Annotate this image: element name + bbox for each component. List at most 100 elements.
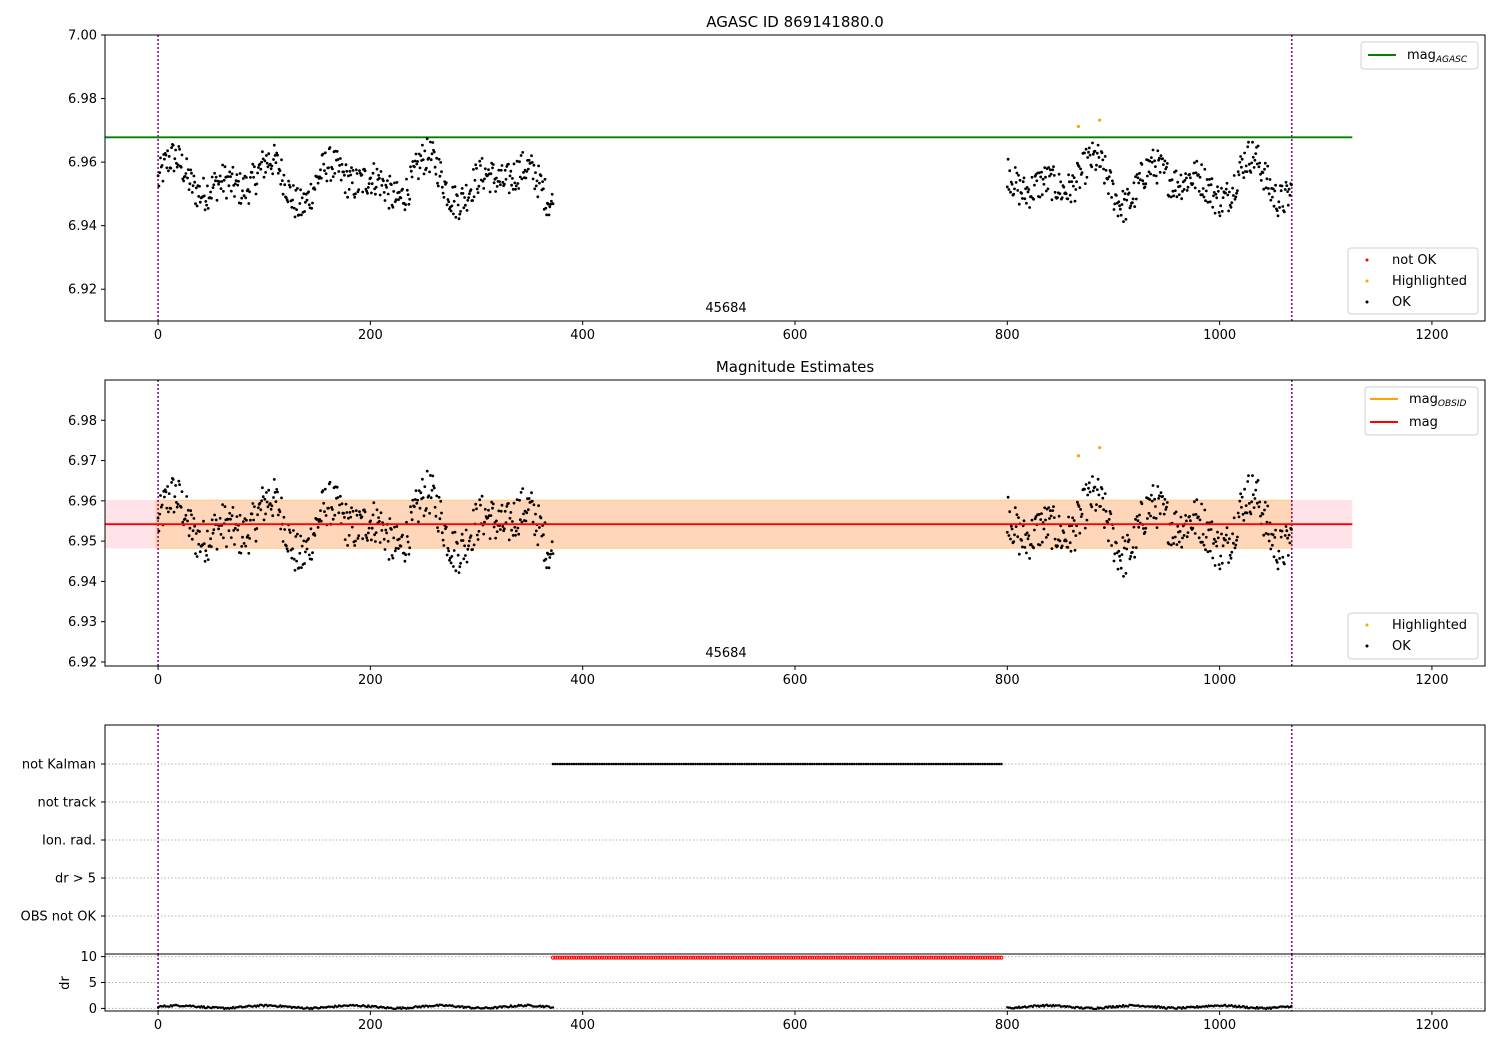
ok-point xyxy=(1121,189,1125,193)
ok-point xyxy=(292,557,296,561)
ok-point xyxy=(503,509,507,513)
flag-point xyxy=(619,762,622,766)
ok-point xyxy=(1165,501,1169,504)
ok-point xyxy=(1083,182,1087,186)
ok-point xyxy=(1220,186,1223,190)
ok-point xyxy=(1176,524,1180,528)
ok-point xyxy=(300,196,304,200)
ok-point xyxy=(1116,567,1120,571)
middle-obsid-label: 45684 xyxy=(705,646,746,661)
ok-point xyxy=(1240,495,1244,499)
ok-point xyxy=(447,200,451,204)
ok-point xyxy=(1154,516,1158,520)
ok-point xyxy=(212,183,216,187)
ok-point xyxy=(245,518,248,522)
ok-point xyxy=(447,549,451,553)
ok-point xyxy=(1158,494,1161,498)
ok-point xyxy=(282,515,286,519)
dr-clipped-point xyxy=(758,955,763,960)
ok-point xyxy=(210,196,213,200)
ok-point xyxy=(1017,552,1021,556)
dr-clipped-point xyxy=(637,955,642,960)
dr-point xyxy=(1122,1003,1125,1007)
ok-point xyxy=(1275,209,1279,213)
dr-clipped-point xyxy=(962,955,966,960)
dr-point xyxy=(400,1007,403,1011)
flag-point xyxy=(628,762,632,766)
ok-point xyxy=(495,519,498,523)
ok-point xyxy=(521,487,525,490)
ok-point xyxy=(273,154,277,157)
ok-point xyxy=(419,491,423,495)
flag-point xyxy=(808,762,812,766)
top-y-ticks: 6.926.946.966.987.00 xyxy=(68,29,105,298)
dr-clipped-point xyxy=(934,955,938,960)
ok-point xyxy=(465,560,469,564)
x-tick-label: 1200 xyxy=(1415,1018,1448,1033)
ok-point xyxy=(1230,550,1234,554)
ok-point xyxy=(1193,500,1196,504)
dr-clipped-point xyxy=(863,955,868,960)
ok-point xyxy=(1043,166,1047,170)
dr-clipped-point xyxy=(665,955,670,960)
flag-point xyxy=(554,762,557,766)
ok-point xyxy=(348,511,352,514)
x-tick-label: 600 xyxy=(783,673,808,688)
flag-point xyxy=(941,762,945,766)
flag-point xyxy=(888,762,891,766)
ok-point xyxy=(371,513,375,517)
dr-clipped-point xyxy=(765,955,770,960)
ok-point xyxy=(370,538,373,542)
ok-point xyxy=(357,188,361,192)
dr-clipped-point xyxy=(884,955,889,960)
ok-point xyxy=(295,559,298,563)
flag-point xyxy=(979,762,982,766)
dr-clipped-point xyxy=(782,955,787,960)
ok-point xyxy=(1233,546,1237,550)
ok-point xyxy=(474,163,478,167)
dr-clipped-point xyxy=(604,955,609,960)
flag-point xyxy=(614,762,618,766)
ok-point xyxy=(286,200,290,204)
ok-point xyxy=(256,513,259,517)
ok-point xyxy=(1126,187,1129,191)
ok-point xyxy=(251,162,255,166)
ok-point xyxy=(339,157,342,160)
ok-point xyxy=(432,486,436,490)
flag-point xyxy=(974,762,977,766)
legend-mag-label: mag xyxy=(1409,415,1438,430)
ok-point xyxy=(431,474,435,478)
ok-point xyxy=(1103,526,1106,529)
y-tick-label: 6.98 xyxy=(68,92,97,107)
ok-point xyxy=(1049,172,1053,176)
ok-point xyxy=(1197,536,1201,540)
ok-point xyxy=(393,181,396,185)
ok-point xyxy=(1050,547,1054,550)
ok-point xyxy=(541,180,544,184)
ok-point xyxy=(163,488,167,492)
ok-point xyxy=(192,174,196,178)
ok-point xyxy=(1203,167,1207,171)
ok-point xyxy=(1257,505,1261,509)
ok-point xyxy=(370,191,373,195)
dr-clipped-point xyxy=(623,955,628,960)
dr-clipped-point xyxy=(558,955,562,960)
ok-point xyxy=(1281,555,1285,559)
ok-point xyxy=(344,163,348,167)
ok-point xyxy=(370,526,374,530)
ok-point xyxy=(1062,531,1066,534)
ok-point xyxy=(189,509,193,513)
ok-point xyxy=(1255,501,1259,505)
ok-point xyxy=(449,561,453,565)
ok-point xyxy=(387,558,391,561)
ok-point xyxy=(1124,571,1128,575)
ok-point xyxy=(323,510,326,513)
ok-point xyxy=(440,511,443,515)
ok-point xyxy=(164,490,168,494)
ok-point xyxy=(1111,182,1115,186)
ok-point xyxy=(1021,197,1024,200)
ok-point xyxy=(1044,189,1048,193)
ok-point xyxy=(1072,519,1076,522)
ok-point xyxy=(245,176,248,179)
ok-point xyxy=(491,163,495,166)
